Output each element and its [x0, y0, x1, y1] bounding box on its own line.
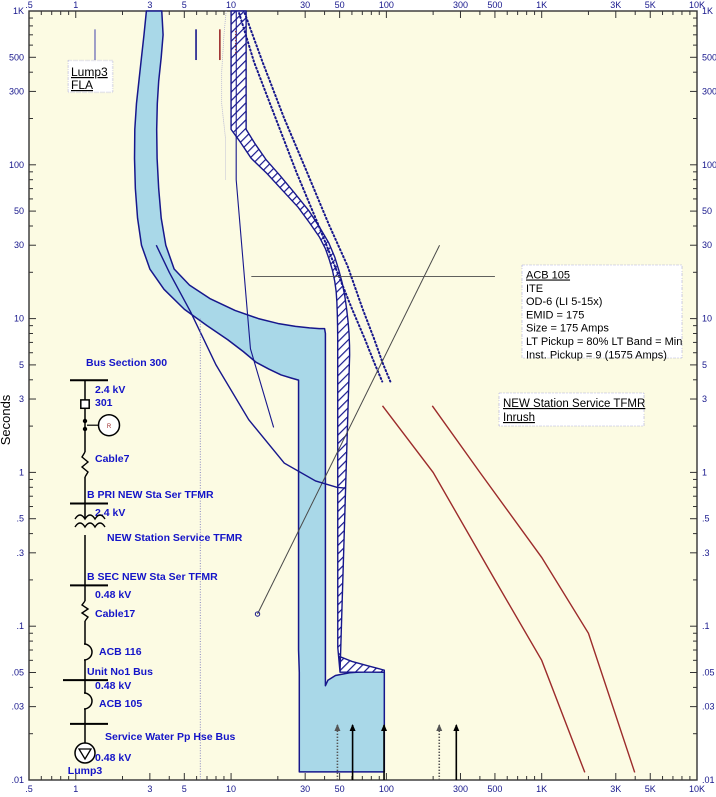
svg-text:3: 3 [702, 394, 707, 404]
svg-text:500: 500 [9, 52, 24, 62]
svg-text:LT Pickup = 80% LT Band = Min: LT Pickup = 80% LT Band = Min [526, 336, 682, 348]
svg-text:ITE: ITE [526, 283, 543, 295]
svg-text:2.4 kV: 2.4 kV [95, 507, 125, 519]
svg-text:ACB 105: ACB 105 [526, 270, 570, 282]
svg-text:.5: .5 [702, 514, 710, 524]
svg-text:.05: .05 [11, 668, 24, 678]
svg-text:50: 50 [14, 206, 24, 216]
svg-text:.5: .5 [25, 0, 33, 10]
svg-text:0.48 kV: 0.48 kV [95, 589, 131, 601]
svg-text:.5: .5 [25, 784, 33, 794]
svg-text:500: 500 [702, 52, 716, 62]
svg-text:100: 100 [9, 160, 24, 170]
svg-text:50: 50 [335, 784, 345, 794]
svg-text:Bus Section 300: Bus Section 300 [86, 357, 167, 369]
svg-text:300: 300 [453, 784, 468, 794]
svg-text:.5: .5 [16, 514, 24, 524]
svg-text:10: 10 [226, 784, 236, 794]
svg-text:ACB 116: ACB 116 [99, 646, 142, 658]
svg-text:100: 100 [379, 0, 394, 10]
svg-text:5: 5 [702, 360, 707, 370]
svg-text:100: 100 [702, 160, 716, 170]
svg-text:5: 5 [182, 784, 187, 794]
svg-text:OD-6 (LI 5-15x): OD-6 (LI 5-15x) [526, 296, 602, 308]
svg-text:0.48 kV: 0.48 kV [95, 680, 131, 692]
svg-text:.03: .03 [702, 702, 715, 712]
svg-text:1K: 1K [13, 6, 24, 16]
svg-text:30: 30 [702, 240, 712, 250]
svg-text:.3: .3 [16, 548, 24, 558]
svg-text:5: 5 [19, 360, 24, 370]
svg-text:10K: 10K [689, 784, 705, 794]
svg-text:Unit No1 Bus: Unit No1 Bus [87, 666, 153, 678]
svg-text:B PRI NEW Sta Ser TFMR: B PRI NEW Sta Ser TFMR [87, 489, 214, 501]
svg-text:.05: .05 [702, 668, 715, 678]
svg-text:500: 500 [487, 784, 502, 794]
svg-text:30: 30 [300, 0, 310, 10]
svg-text:10: 10 [14, 314, 24, 324]
svg-text:.01: .01 [11, 775, 24, 785]
svg-text:B SEC NEW Sta Ser TFMR: B SEC NEW Sta Ser TFMR [87, 571, 218, 583]
svg-text:3: 3 [19, 394, 24, 404]
svg-text:5K: 5K [645, 0, 656, 10]
svg-text:300: 300 [453, 0, 468, 10]
svg-text:2.4 kV: 2.4 kV [95, 384, 125, 396]
svg-text:10: 10 [702, 314, 712, 324]
svg-text:100: 100 [379, 784, 394, 794]
svg-text:50: 50 [702, 206, 712, 216]
svg-text:3: 3 [147, 784, 152, 794]
svg-text:ACB 105: ACB 105 [99, 698, 142, 710]
svg-text:Inrush: Inrush [503, 412, 535, 424]
svg-text:300: 300 [702, 86, 716, 96]
svg-text:Lump3: Lump3 [71, 65, 108, 79]
svg-text:Inst. Pickup = 9 (1575 Amps): Inst. Pickup = 9 (1575 Amps) [526, 349, 667, 361]
svg-text:1: 1 [702, 467, 707, 477]
svg-text:FLA: FLA [71, 78, 93, 92]
svg-text:3: 3 [147, 0, 152, 10]
svg-text:0.48 kV: 0.48 kV [95, 752, 131, 764]
svg-text:Size = 175 Amps: Size = 175 Amps [526, 323, 609, 335]
svg-text:.3: .3 [702, 548, 710, 558]
svg-text:Lump3: Lump3 [68, 765, 103, 777]
svg-text:500: 500 [487, 0, 502, 10]
svg-text:300: 300 [9, 86, 24, 96]
svg-text:.01: .01 [702, 775, 715, 785]
svg-text:30: 30 [14, 240, 24, 250]
svg-text:R: R [107, 424, 112, 430]
svg-text:Service Water Pp Hse Bus: Service Water Pp Hse Bus [105, 731, 235, 743]
svg-text:NEW Station Service TFMR: NEW Station Service TFMR [107, 532, 243, 544]
svg-text:EMID = 175: EMID = 175 [526, 309, 584, 321]
svg-text:1: 1 [19, 467, 24, 477]
svg-text:1K: 1K [536, 0, 547, 10]
svg-text:1: 1 [73, 784, 78, 794]
svg-text:Seconds: Seconds [0, 394, 13, 445]
svg-text:3K: 3K [610, 0, 621, 10]
svg-text:1: 1 [73, 0, 78, 10]
svg-text:NEW Station Service TFMR: NEW Station Service TFMR [503, 398, 645, 410]
svg-text:30: 30 [300, 784, 310, 794]
svg-text:Cable17: Cable17 [95, 608, 135, 620]
svg-text:1K: 1K [702, 6, 713, 16]
svg-text:10: 10 [226, 0, 236, 10]
svg-text:50: 50 [335, 0, 345, 10]
svg-text:.03: .03 [11, 702, 24, 712]
svg-text:301: 301 [95, 397, 113, 409]
svg-text:1K: 1K [536, 784, 547, 794]
svg-text:5K: 5K [645, 784, 656, 794]
svg-text:Cable7: Cable7 [95, 453, 130, 465]
svg-text:5: 5 [182, 0, 187, 10]
svg-text:.1: .1 [702, 621, 710, 631]
svg-text:3K: 3K [610, 784, 621, 794]
svg-text:.1: .1 [16, 621, 24, 631]
